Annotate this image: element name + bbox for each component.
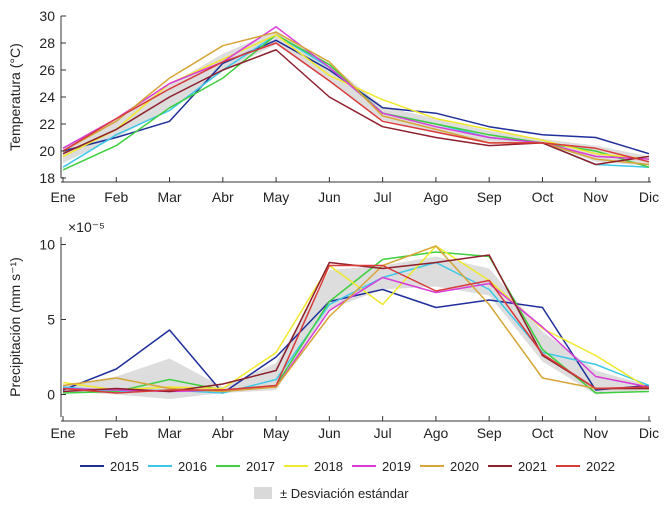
legend-label-2021: 2021 [518, 459, 547, 474]
series-line-2020 [62, 245, 649, 393]
x-tick-label: Mar [157, 425, 181, 441]
legend-label-2020: 2020 [450, 459, 479, 474]
x-tick-label: Nov [583, 425, 608, 441]
series-line-2021 [62, 49, 650, 166]
x-tick-label: Ene [51, 425, 76, 441]
y-tick-label: 18 [39, 170, 55, 186]
series-line-2020 [62, 31, 650, 166]
x-tick-label: Ago [423, 189, 448, 205]
series-line-2015 [62, 288, 650, 394]
y-tick-label: 30 [39, 8, 55, 24]
legend-label-2017: 2017 [246, 459, 275, 474]
x-tick-label: Ene [51, 189, 76, 205]
std-band [63, 256, 649, 399]
y-tick-label: 22 [39, 116, 55, 132]
x-tick-label: Jul [374, 189, 392, 205]
x-tick-label: Mar [157, 189, 181, 205]
y-scale-label: ×10⁻⁵ [68, 219, 105, 235]
y-tick-label: 20 [39, 143, 55, 159]
legend-label-2022: 2022 [586, 459, 615, 474]
x-tick-label: Feb [104, 425, 128, 441]
x-tick-label: Sep [477, 425, 502, 441]
legend-label-2019: 2019 [382, 459, 411, 474]
x-tick-label: Jun [318, 425, 341, 441]
legend-label-2018: 2018 [314, 459, 343, 474]
legend-label-2016: 2016 [178, 459, 207, 474]
y-tick-label: 28 [39, 35, 55, 51]
x-tick-label: Nov [583, 189, 608, 205]
y-axis-title: Temperatura (°C) [7, 43, 23, 151]
precipitation-panel: 0 5 10 Ene Feb Mar Abr May Jun Jul Ago Sep Oct Nov Dic… [7, 219, 659, 441]
x-tick-label: May [263, 425, 289, 441]
series-line-2017 [62, 251, 650, 394]
x-tick-label: Sep [477, 189, 502, 205]
y-tick-label: 24 [39, 89, 55, 105]
y-tick-label: 26 [39, 62, 55, 78]
y-axis-title: Precipitación (mm s⁻¹) [7, 257, 23, 397]
legend-band-label: ± Desviación estándar [280, 486, 409, 501]
x-tick-label: Jun [318, 189, 341, 205]
x-tick-label: Oct [532, 425, 554, 441]
x-tick-label: Ago [423, 425, 448, 441]
x-tick-label: Feb [104, 189, 128, 205]
temperature-panel: 18 20 22 24 26 28 30 Ene Feb Mar Abr May Jun Jul Ago Se… [7, 8, 659, 205]
x-tick-label: Jul [374, 425, 392, 441]
x-tick-label: Dic [639, 189, 659, 205]
y-tick-label: 5 [47, 312, 55, 328]
legend: 2015 2016 2017 2018 2019 2020 2021 2022 ± Desvia… [80, 459, 615, 501]
x-tick-label: Oct [532, 189, 554, 205]
legend-label-2015: 2015 [110, 459, 139, 474]
y-tick-label: 10 [39, 237, 55, 253]
y-tick-label: 0 [47, 387, 55, 403]
x-tick-label: Abr [212, 425, 234, 441]
x-tick-label: Abr [212, 189, 234, 205]
x-tick-label: Dic [639, 425, 659, 441]
legend-band-swatch [254, 487, 272, 499]
series-line-2022 [62, 42, 650, 163]
x-tick-label: May [263, 189, 289, 205]
series-line-2022 [62, 264, 650, 394]
series-line-2018 [62, 34, 650, 160]
